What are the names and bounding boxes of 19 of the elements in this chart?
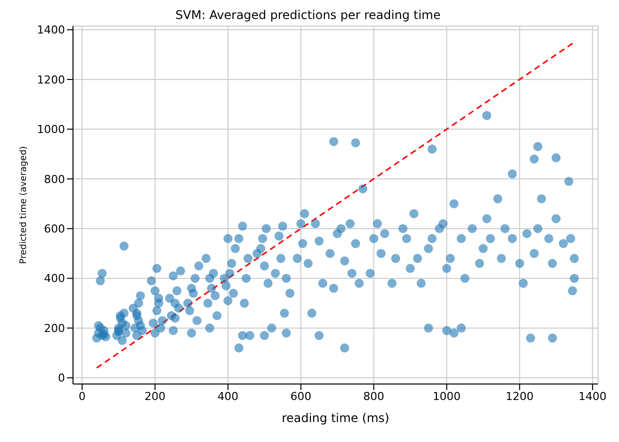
y-tick-label: 400 bbox=[44, 272, 65, 286]
y-tick-label: 1400 bbox=[37, 24, 65, 37]
y-tick-label: 0 bbox=[58, 372, 65, 385]
y-tick-label: 800 bbox=[44, 172, 65, 186]
x-tick-label: 0 bbox=[78, 390, 86, 403]
x-tick-label: 200 bbox=[144, 390, 166, 403]
x-tick-label: 1200 bbox=[506, 390, 534, 403]
x-tick-label: 800 bbox=[363, 390, 384, 403]
x-tick-label: 1000 bbox=[432, 390, 461, 403]
x-tick-label: 600 bbox=[290, 390, 312, 403]
x-axis-title: reading time (ms) bbox=[282, 411, 390, 425]
y-tick-label: 1200 bbox=[37, 73, 65, 86]
y-tick-label: 600 bbox=[44, 222, 65, 236]
chart-title: SVM: Averaged predictions per reading time bbox=[174, 8, 442, 24]
y-tick-label: 200 bbox=[44, 322, 65, 335]
x-tick-label: 1400 bbox=[578, 390, 607, 403]
y-tick-label: 1000 bbox=[37, 123, 65, 136]
y-axis-title: Predicted time (averaged) bbox=[19, 146, 30, 264]
x-tick-label: 400 bbox=[217, 390, 238, 403]
